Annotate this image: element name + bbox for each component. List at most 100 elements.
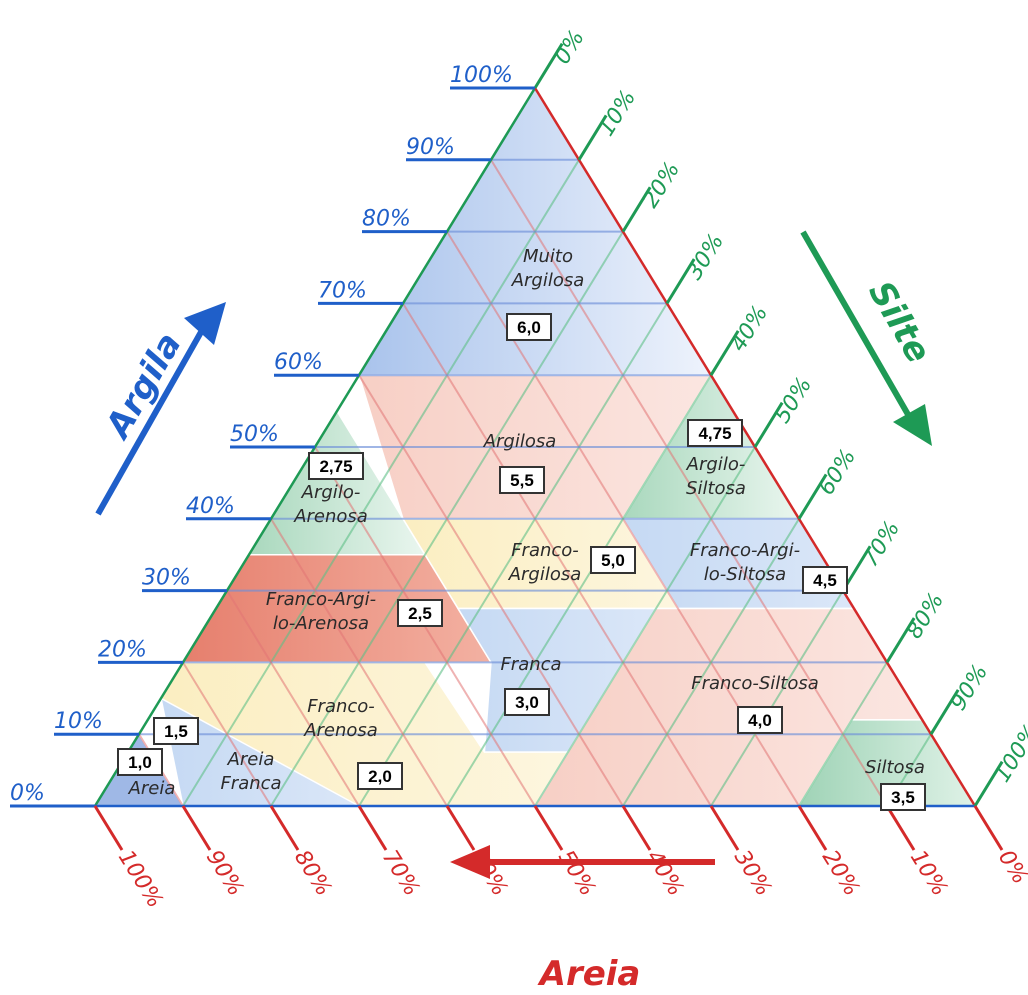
silt-tick xyxy=(929,689,960,735)
silt-tick xyxy=(621,186,652,233)
value-badge-franco-argilo-arenosa xyxy=(397,599,443,627)
region-label-franco-argilo-arenosa: Franco-Argi- xyxy=(266,589,376,610)
grid-silt-line xyxy=(622,518,800,807)
sand-tick xyxy=(621,805,652,851)
region-label-argilosa: Argilosa xyxy=(483,431,557,452)
clay-tick-label: 30% xyxy=(142,566,191,591)
silt-tick-label: 100% xyxy=(990,720,1028,787)
silt-tick xyxy=(709,330,740,376)
sand-axis-title: Areia xyxy=(537,954,641,994)
value-label-siltosa: 3,5 xyxy=(891,788,915,807)
clay-tick-label: 20% xyxy=(98,637,147,662)
value-badge-areia-franca xyxy=(153,717,199,745)
value-badge-areia xyxy=(117,748,163,776)
value-badge-argilo-arenosa xyxy=(308,452,364,480)
silt-tick xyxy=(533,42,564,89)
silt-arrow-head xyxy=(893,404,932,446)
value-label-argilo-siltosa: 4,75 xyxy=(698,424,731,443)
value-badge-franco-arenosa xyxy=(357,762,403,790)
clay-tick-label: 60% xyxy=(274,350,323,375)
region-label-franco-argilosa: Franco- xyxy=(511,540,579,561)
silt-tick-label: 70% xyxy=(858,517,905,572)
region-label-argilo-siltosa: Argilo- xyxy=(686,454,746,475)
sand-tick xyxy=(181,805,212,851)
region-label-argilo-siltosa: Siltosa xyxy=(686,478,746,499)
region-label-areia-franca: Areia xyxy=(227,749,275,770)
silt-tick-label: 40% xyxy=(726,301,773,356)
region-label-franco-arenosa: Franco- xyxy=(307,696,375,717)
region-label-siltosa: Siltosa xyxy=(865,757,925,778)
value-label-muito-argilosa: 6,0 xyxy=(517,318,541,337)
sand-tick-label: 10% xyxy=(905,846,952,901)
region-label-franco-argilo-arenosa: lo-Arenosa xyxy=(273,613,369,634)
region-label-muito-argilosa: Muito xyxy=(523,246,573,267)
sand-tick-label: 100% xyxy=(113,846,168,913)
sand-tick-label: 50% xyxy=(553,846,600,901)
value-badge-franco-argilo-siltosa xyxy=(802,566,848,594)
sand-tick xyxy=(973,805,1004,851)
sand-tick-label: 90% xyxy=(201,846,248,901)
sand-arrow-head xyxy=(450,845,490,879)
value-badge-franco-argilosa xyxy=(590,546,636,574)
value-label-franco-siltosa: 4,0 xyxy=(748,711,772,730)
silt-tick-label: 10% xyxy=(594,86,641,141)
region-label-franco-arenosa: Arenosa xyxy=(303,720,378,741)
silt-tick xyxy=(885,617,916,664)
clay-arrow-head xyxy=(184,302,226,345)
grid-sand-line xyxy=(226,590,360,807)
silt-tick xyxy=(577,114,608,161)
sand-tick xyxy=(709,805,740,851)
value-label-franco-argilo-siltosa: 4,5 xyxy=(813,571,837,590)
silt-tick-label: 0% xyxy=(550,26,590,69)
silt-tick-label: 90% xyxy=(946,660,993,715)
silt-tick xyxy=(973,760,1004,807)
region-label-areia-franca: Franca xyxy=(220,773,281,794)
value-label-areia: 1,0 xyxy=(128,753,152,772)
silt-tick-label: 30% xyxy=(682,230,729,285)
clay-arrow-shaft xyxy=(95,323,208,516)
grid-silt-line xyxy=(182,159,580,807)
region-label-franco-argilosa: Argilosa xyxy=(508,564,582,585)
value-label-franca: 3,0 xyxy=(515,693,539,712)
region-label-franco-argilo-siltosa: Franco-Argi- xyxy=(690,540,800,561)
region-label-muito-argilosa: Argilosa xyxy=(511,270,585,291)
sand-tick-label: 80% xyxy=(289,846,336,901)
grid-sand-line xyxy=(402,302,712,807)
value-label-argilo-arenosa: 2,75 xyxy=(319,457,352,476)
sand-tick-label: 30% xyxy=(729,846,776,901)
sand-tick xyxy=(533,805,564,851)
grid-silt-line xyxy=(534,446,756,807)
region-label-franco-siltosa: Franco-Siltosa xyxy=(691,673,819,694)
sand-tick xyxy=(93,805,124,851)
grid-sand-line xyxy=(182,661,272,807)
silt-tick-label: 50% xyxy=(770,373,817,428)
grid-sand-line xyxy=(490,159,888,807)
region-label-argilo-arenosa: Arenosa xyxy=(293,506,368,527)
sand-tick xyxy=(357,805,388,851)
value-badge-franco-siltosa xyxy=(737,706,783,734)
grid-sand-line xyxy=(270,518,448,807)
region-label-franca: Franca xyxy=(500,654,561,675)
value-badge-muito-argilosa xyxy=(506,313,552,341)
value-label-areia-franca: 1,5 xyxy=(164,722,188,741)
region-label-areia: Areia xyxy=(128,778,176,799)
clay-tick-label: 50% xyxy=(230,422,279,447)
value-badge-siltosa xyxy=(880,783,926,811)
sand-tick-label: 70% xyxy=(377,846,424,901)
region-label-argilo-arenosa: Argilo- xyxy=(301,482,361,503)
sand-tick-label: 0% xyxy=(993,846,1028,889)
silt-tick-label: 20% xyxy=(638,158,685,213)
value-label-franco-arenosa: 2,0 xyxy=(368,767,392,786)
clay-tick-label: 0% xyxy=(10,781,45,806)
clay-tick-label: 10% xyxy=(54,709,103,734)
clay-tick-label: 40% xyxy=(186,494,235,519)
region-label-franco-argilo-siltosa: lo-Siltosa xyxy=(704,564,786,585)
value-label-franco-argilosa: 5,0 xyxy=(601,551,625,570)
clay-tick-label: 100% xyxy=(450,63,513,88)
silt-tick xyxy=(797,473,828,520)
sand-tick-label: 20% xyxy=(817,846,864,901)
clay-tick-label: 80% xyxy=(362,207,411,232)
clay-tick-label: 70% xyxy=(318,278,367,303)
